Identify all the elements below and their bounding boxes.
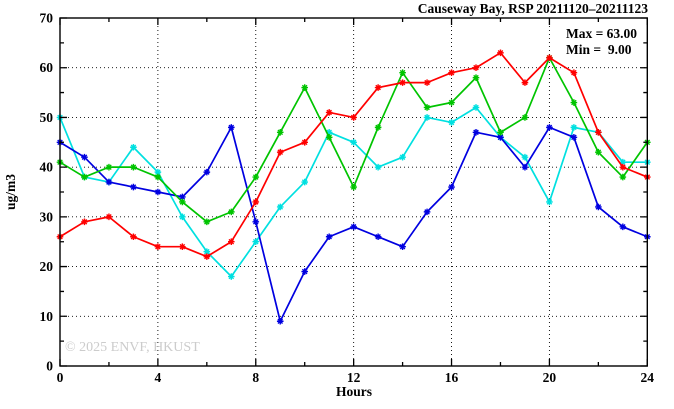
y-tick-label: 50 <box>40 110 54 125</box>
axis-ticks <box>59 17 648 367</box>
y-axis-tick-labels: 0 10 20 30 40 50 60 70 <box>40 11 54 374</box>
x-tick-label: 16 <box>445 370 459 385</box>
copyright-watermark: © 2025 ENVF, HKUST <box>65 340 200 355</box>
x-tick-label: 24 <box>641 370 655 385</box>
x-axis-tick-labels: 0 4 8 12 16 20 24 <box>57 370 655 385</box>
x-axis-label: Hours <box>336 384 372 399</box>
y-tick-label: 0 <box>46 359 53 374</box>
y-axis-label: ug/m3 <box>3 174 18 210</box>
max-value-label: Max = 63.00 <box>566 26 637 41</box>
grid-lines <box>60 18 648 366</box>
x-tick-label: 4 <box>155 370 162 385</box>
x-tick-label: 8 <box>252 370 259 385</box>
y-tick-label: 10 <box>40 309 54 324</box>
y-tick-label: 40 <box>40 160 54 175</box>
tick-marks <box>59 17 648 367</box>
x-tick-label: 20 <box>543 370 557 385</box>
x-tick-label: 0 <box>57 370 64 385</box>
y-tick-label: 70 <box>40 11 54 26</box>
y-tick-label: 30 <box>40 209 54 224</box>
x-tick-label: 12 <box>347 370 361 385</box>
dotted-gridlines <box>60 18 648 366</box>
series-line-day-4-cyan <box>59 106 648 278</box>
y-tick-label: 60 <box>40 60 54 75</box>
y-tick-label: 20 <box>40 259 54 274</box>
min-value-label: Min = 9.00 <box>566 42 632 57</box>
chart-title: Causeway Bay, RSP 20211120–20211123 <box>418 1 649 16</box>
